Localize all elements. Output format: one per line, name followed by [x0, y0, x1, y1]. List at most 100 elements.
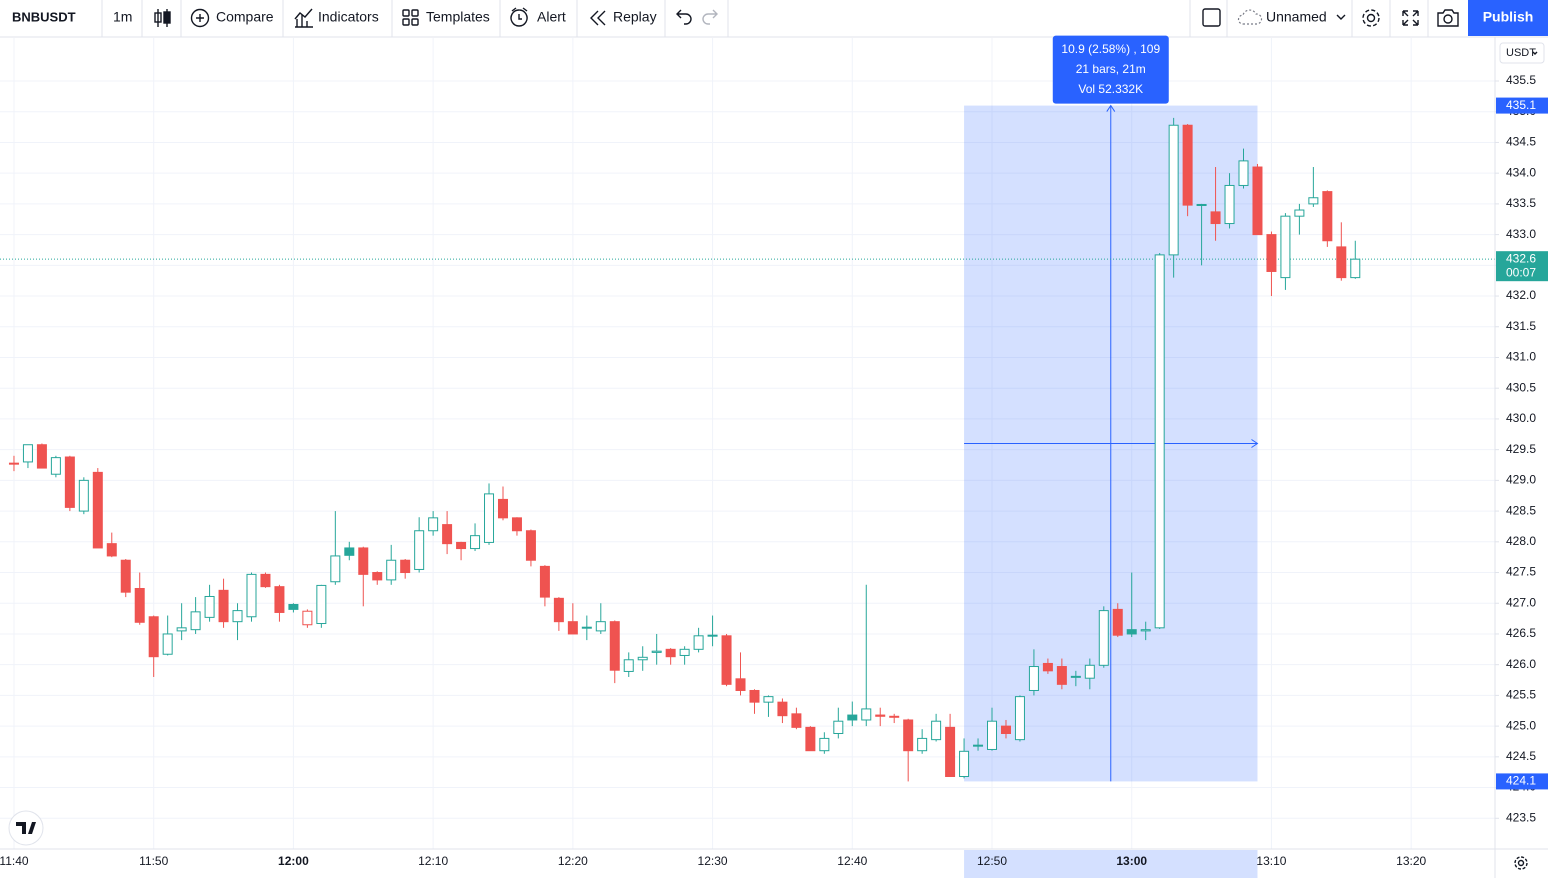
publish-button[interactable] — [1468, 0, 1548, 36]
candle-body — [833, 720, 844, 734]
candle-body — [847, 714, 858, 721]
toolbar: BNBUSDT 1m Compare Indicators Templates … — [0, 0, 1548, 38]
tv-logo[interactable] — [8, 810, 44, 846]
candle-body — [889, 715, 900, 718]
currency-chevron — [1532, 51, 1538, 55]
y-tick-label: 434.5 — [1506, 135, 1536, 149]
candle-body — [875, 714, 886, 717]
redo-icon[interactable] — [702, 9, 718, 25]
candle-body — [959, 750, 970, 778]
interval[interactable]: 1m — [113, 9, 132, 25]
y-tick-label: 432.0 — [1506, 288, 1536, 302]
candle-body — [581, 626, 592, 629]
candle-body — [525, 530, 536, 561]
toolbar-bg — [0, 0, 1548, 37]
plot-area — [0, 38, 1495, 849]
cloud-icon[interactable] — [1237, 9, 1263, 25]
candle-body — [1140, 629, 1151, 632]
candle-body — [260, 573, 271, 588]
candle-body — [428, 517, 439, 532]
candle-body — [302, 610, 313, 626]
candle-body — [64, 456, 75, 508]
y-tick-label: 433.0 — [1506, 227, 1536, 241]
compare[interactable]: Compare — [216, 9, 274, 25]
candle-body — [232, 610, 243, 623]
publish[interactable]: Publish — [1483, 9, 1534, 25]
candle-body — [735, 678, 746, 691]
candle-body — [1238, 160, 1249, 186]
x-tick-label: 12:30 — [698, 854, 728, 868]
candle-body — [246, 573, 257, 618]
last-price-label: 432.6 — [1506, 251, 1536, 265]
replay[interactable]: Replay — [613, 9, 657, 25]
candle-body — [819, 737, 830, 752]
layout-name[interactable]: Unnamed — [1266, 9, 1327, 25]
measure-high-label: 435.1 — [1506, 98, 1536, 112]
candle-body — [8, 462, 19, 465]
candle-body — [190, 611, 201, 631]
indicators[interactable]: Indicators — [318, 9, 379, 25]
symbol[interactable]: BNBUSDT — [12, 9, 76, 24]
templates[interactable]: Templates — [426, 9, 490, 25]
candle-body — [721, 635, 732, 685]
candle-body — [106, 543, 117, 557]
candle-body — [470, 535, 481, 550]
candle-body — [50, 457, 61, 475]
candle-body — [637, 656, 648, 661]
candle-body — [344, 547, 355, 556]
currency-button[interactable] — [1499, 42, 1545, 64]
chart-type-icon[interactable] — [154, 9, 171, 27]
layout-chevron[interactable] — [1336, 14, 1346, 20]
candle-body — [92, 471, 103, 549]
axis-settings-icon[interactable] — [1514, 856, 1528, 870]
alert-icon[interactable] — [510, 7, 528, 27]
candle-body — [1308, 197, 1319, 205]
x-tick-label: 11:50 — [139, 854, 168, 868]
y-tick-label: 430.0 — [1506, 411, 1536, 425]
snapshot-icon[interactable] — [1437, 9, 1459, 27]
fullscreen-icon[interactable] — [1402, 10, 1419, 26]
candle-body — [442, 524, 453, 545]
indicators-icon[interactable] — [294, 8, 313, 28]
candle-body — [1266, 234, 1277, 272]
candle-body — [497, 498, 508, 519]
x-tick-label: 12:10 — [418, 854, 448, 868]
undo-icon[interactable] — [676, 9, 692, 25]
x-tick-label: 12:20 — [558, 854, 588, 868]
settings-icon[interactable] — [1362, 9, 1380, 27]
candle-body — [288, 603, 299, 610]
x-tick-label: 12:40 — [837, 854, 867, 868]
candle-body — [679, 648, 690, 656]
candle-body — [665, 648, 676, 658]
alert[interactable]: Alert — [537, 9, 566, 25]
candle-body — [987, 720, 998, 750]
select-icon[interactable] — [1202, 8, 1221, 27]
candle-body — [1168, 124, 1179, 256]
replay-icon[interactable] — [590, 10, 606, 26]
measure-v-head — [1106, 104, 1116, 112]
currency[interactable]: USDT — [1506, 47, 1536, 59]
candle-body — [917, 737, 928, 752]
candle-body — [120, 559, 131, 593]
x-tick-label: 11:40 — [0, 854, 29, 868]
templates-icon[interactable] — [402, 9, 419, 26]
candle-body — [1056, 666, 1067, 685]
candle-body — [148, 616, 159, 658]
candle-body — [358, 547, 369, 575]
y-tick-label: 427.5 — [1506, 565, 1536, 579]
candle-body — [484, 493, 495, 543]
y-tick-label: 427.0 — [1506, 595, 1536, 609]
candle-body — [763, 696, 774, 703]
y-tick-label: 425.5 — [1506, 688, 1536, 702]
candle-body — [386, 559, 397, 581]
candle-body — [609, 621, 620, 671]
y-tick-label: 430.5 — [1506, 380, 1536, 394]
candle-body — [330, 555, 341, 583]
measure-high-label-bg — [1496, 97, 1548, 114]
compare-icon[interactable] — [190, 8, 210, 28]
measure-low-label-bg — [1496, 773, 1548, 790]
candle-body — [1014, 696, 1025, 741]
candle-body — [539, 565, 550, 598]
